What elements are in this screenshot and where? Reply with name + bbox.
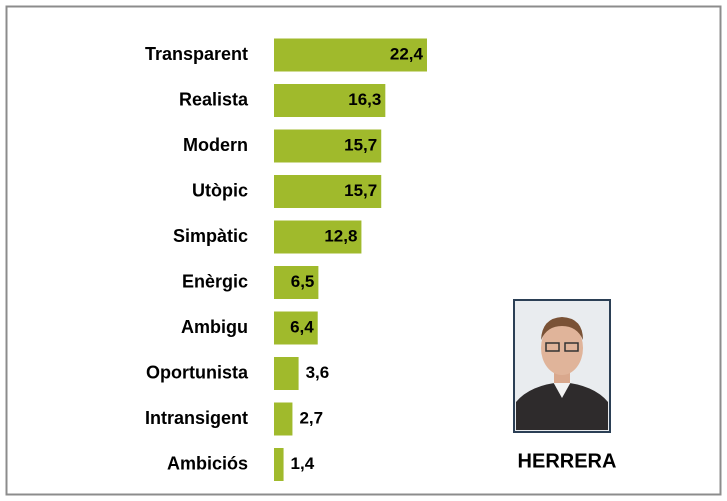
category-label: Intransigent	[145, 408, 248, 428]
category-label: Ambiciós	[167, 453, 248, 473]
value-label: 16,3	[348, 90, 381, 109]
category-label: Ambigu	[181, 317, 248, 337]
value-label: 3,6	[306, 363, 330, 382]
bar	[274, 403, 292, 436]
value-label: 15,7	[344, 135, 377, 154]
bar	[274, 448, 284, 481]
category-label: Utòpic	[192, 180, 248, 200]
category-label: Modern	[183, 135, 248, 155]
page: {"chart_data": {"type": "bar", "orientat…	[0, 0, 727, 501]
value-label: 1,4	[291, 454, 315, 473]
category-label: Realista	[179, 89, 249, 109]
portrait	[514, 300, 610, 432]
caption: HERRERA	[518, 450, 617, 472]
value-label: 15,7	[344, 181, 377, 200]
value-label: 6,5	[291, 272, 315, 291]
value-label: 22,4	[390, 44, 424, 63]
category-label: Oportunista	[146, 362, 249, 382]
value-label: 2,7	[299, 408, 323, 427]
chart: HERRERA Transparent 22,4 Realista 16,3 Moder…	[0, 0, 727, 501]
value-label: 6,4	[290, 317, 314, 336]
category-label: Enèrgic	[182, 271, 248, 291]
bar	[274, 357, 299, 390]
category-label: Simpàtic	[173, 226, 248, 246]
frame	[7, 7, 721, 495]
value-label: 12,8	[324, 226, 357, 245]
category-label: Transparent	[145, 44, 248, 64]
